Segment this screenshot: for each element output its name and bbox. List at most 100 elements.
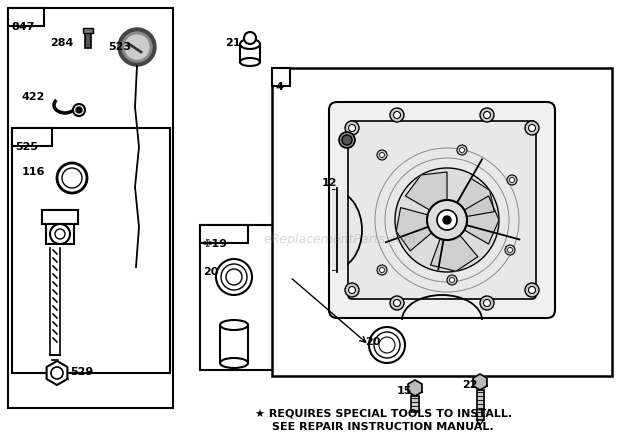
Bar (46, 224, 74, 244)
Polygon shape (447, 178, 494, 220)
Bar (42, 210, 78, 224)
Circle shape (345, 283, 359, 297)
Circle shape (394, 300, 401, 306)
Circle shape (73, 104, 85, 116)
Polygon shape (46, 361, 68, 385)
Circle shape (221, 264, 247, 290)
Polygon shape (396, 207, 447, 251)
Circle shape (122, 32, 152, 62)
Circle shape (457, 145, 467, 155)
Circle shape (348, 124, 355, 132)
Circle shape (484, 112, 490, 119)
Polygon shape (408, 380, 422, 396)
Bar (411, 396, 419, 412)
Bar (272, 68, 290, 86)
Circle shape (374, 332, 400, 358)
Text: 21: 21 (225, 38, 241, 48)
Polygon shape (430, 220, 478, 271)
Circle shape (510, 178, 515, 182)
Circle shape (226, 269, 242, 285)
Bar (477, 390, 484, 420)
Text: 525: 525 (15, 142, 38, 152)
Circle shape (450, 277, 454, 282)
Text: ★ REQUIRES SPECIAL TOOLS TO INSTALL.: ★ REQUIRES SPECIAL TOOLS TO INSTALL. (255, 408, 512, 418)
FancyBboxPatch shape (348, 121, 536, 299)
Text: 116: 116 (22, 167, 45, 177)
Circle shape (50, 224, 70, 244)
Bar (200, 225, 288, 370)
Circle shape (394, 112, 401, 119)
Circle shape (447, 275, 457, 285)
Circle shape (437, 210, 457, 230)
Circle shape (525, 283, 539, 297)
Circle shape (508, 248, 513, 252)
Circle shape (51, 367, 63, 379)
Circle shape (505, 245, 515, 255)
Text: 529: 529 (70, 367, 93, 377)
Bar (220, 325, 248, 363)
Circle shape (379, 337, 395, 353)
Bar (42, 210, 78, 224)
Ellipse shape (220, 358, 248, 368)
Polygon shape (473, 374, 487, 390)
Circle shape (57, 163, 87, 193)
Bar (83, 28, 93, 33)
FancyBboxPatch shape (329, 102, 555, 318)
Text: 4: 4 (275, 82, 283, 92)
Circle shape (379, 153, 384, 157)
Text: SEE REPAIR INSTRUCTION MANUAL.: SEE REPAIR INSTRUCTION MANUAL. (272, 422, 494, 432)
Circle shape (528, 124, 536, 132)
Circle shape (244, 32, 256, 44)
Circle shape (443, 216, 451, 224)
Circle shape (342, 135, 352, 145)
Text: 523: 523 (108, 42, 131, 52)
Circle shape (345, 121, 359, 135)
Ellipse shape (240, 39, 260, 49)
Ellipse shape (220, 320, 248, 330)
Bar (8, 8, 44, 26)
Circle shape (484, 300, 490, 306)
Bar (240, 44, 260, 62)
Circle shape (395, 168, 499, 272)
Circle shape (55, 229, 65, 239)
Circle shape (390, 108, 404, 122)
Circle shape (379, 268, 384, 273)
Text: eReplacementParts.com: eReplacementParts.com (264, 234, 416, 247)
Polygon shape (447, 196, 499, 244)
Circle shape (427, 200, 467, 240)
Text: ✙19: ✙19 (202, 239, 227, 249)
Circle shape (216, 259, 252, 295)
Circle shape (76, 107, 82, 113)
Text: 22: 22 (462, 380, 477, 390)
Bar (8, 8, 173, 408)
Circle shape (62, 168, 82, 188)
Circle shape (118, 28, 156, 66)
Circle shape (125, 35, 149, 59)
Circle shape (369, 327, 405, 363)
Bar (12, 128, 52, 146)
Polygon shape (405, 172, 447, 220)
Circle shape (459, 148, 464, 153)
Bar (85, 32, 91, 48)
Circle shape (525, 121, 539, 135)
Bar (200, 225, 248, 243)
Text: 422: 422 (22, 92, 45, 102)
Text: 15: 15 (397, 386, 412, 396)
Text: 847: 847 (11, 22, 34, 32)
Text: 20: 20 (203, 267, 218, 277)
Circle shape (377, 150, 387, 160)
Bar (272, 68, 612, 376)
Circle shape (480, 296, 494, 310)
Text: 12: 12 (322, 178, 337, 188)
Ellipse shape (240, 58, 260, 66)
Circle shape (339, 132, 355, 148)
Circle shape (390, 296, 404, 310)
Text: 20: 20 (365, 337, 381, 347)
Circle shape (348, 286, 355, 293)
Text: 284: 284 (50, 38, 73, 48)
Circle shape (507, 175, 517, 185)
Circle shape (377, 265, 387, 275)
Bar (12, 128, 170, 373)
Circle shape (480, 108, 494, 122)
Bar (332, 190, 347, 270)
